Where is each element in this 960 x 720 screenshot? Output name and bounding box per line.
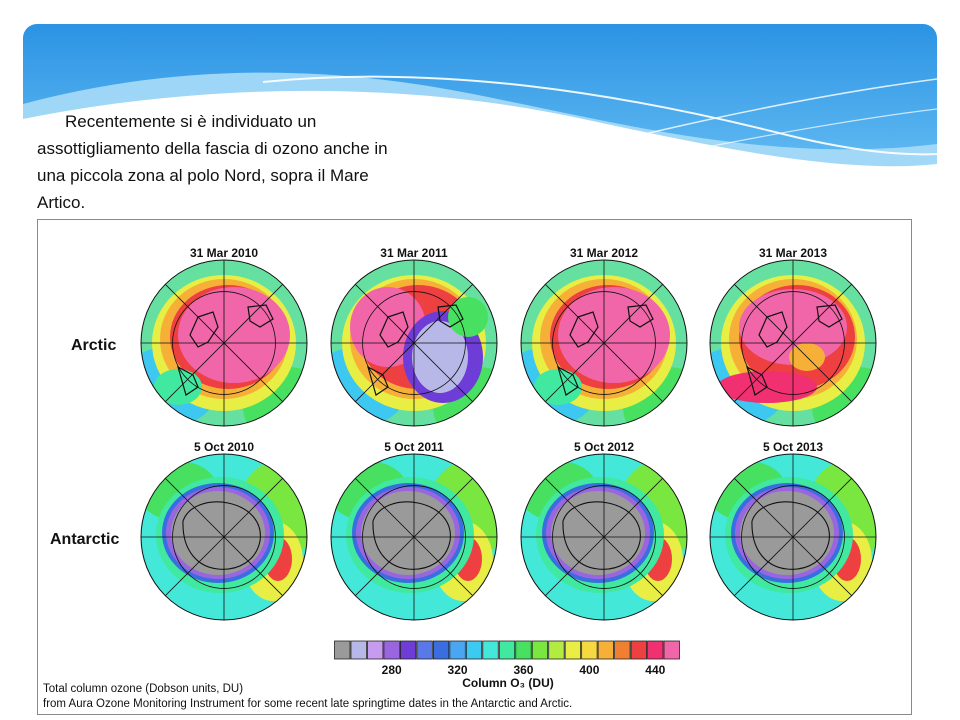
colorbar-swatch	[449, 640, 466, 660]
map-date-label: 31 Mar 2013	[758, 246, 828, 260]
wave-decoration	[23, 24, 937, 194]
credit-line-1: Total column ozone (Dobson units, DU)	[43, 683, 244, 695]
colorbar-swatch	[482, 640, 499, 660]
colorbar-tick-label: 320	[447, 663, 468, 677]
colorbar-swatch	[334, 640, 351, 660]
arctic-ozone-map	[709, 259, 877, 427]
antarctic-ozone-map	[140, 453, 308, 621]
colorbar-swatch	[432, 640, 450, 660]
colorbar-swatch	[630, 640, 647, 660]
figure-credit: Total column ozone (Dobson units, DU) fr…	[43, 682, 572, 712]
map-date-label: 5 Oct 2010	[193, 440, 255, 454]
slide-header-banner	[23, 24, 937, 194]
map-date-label: 31 Mar 2010	[189, 246, 259, 260]
colorbar-swatch	[515, 640, 532, 660]
colorbar-swatch	[548, 640, 565, 660]
colorbar-swatch	[614, 640, 631, 660]
colorbar-swatch	[465, 640, 483, 660]
colorbar-title: Column O₃ (DU)	[462, 676, 554, 690]
antarctic-ozone-map	[520, 453, 688, 621]
colorbar-swatch	[416, 640, 433, 660]
colorbar-swatch	[564, 640, 582, 660]
colorbar-tick-label: 280	[381, 663, 402, 677]
colorbar-swatch	[383, 640, 400, 660]
arctic-ozone-map	[330, 259, 498, 427]
intro-paragraph: Recentemente si è individuato un assotti…	[37, 112, 388, 212]
colorbar-swatch	[597, 640, 614, 660]
colorbar	[334, 640, 680, 660]
colorbar-swatch	[498, 640, 516, 660]
credit-line-2: from Aura Ozone Monitoring Instrument fo…	[43, 698, 573, 710]
colorbar-swatch	[350, 640, 367, 660]
colorbar-tick-label: 440	[645, 663, 666, 677]
colorbar-swatch	[647, 640, 664, 660]
map-date-label: 31 Mar 2011	[380, 246, 448, 260]
arctic-ozone-map	[140, 259, 308, 427]
colorbar-swatch	[663, 640, 680, 660]
colorbar-swatch	[581, 640, 598, 660]
colorbar-swatch	[531, 640, 549, 660]
row-label-arctic: Arctic	[71, 337, 117, 354]
colorbar-swatch	[367, 640, 384, 660]
map-date-label: 31 Mar 2012	[569, 246, 639, 260]
colorbar-tick-label: 400	[579, 663, 600, 677]
ozone-figure: Arctic Antarctic 31 Mar 2010 31 Mar 2011 3…	[37, 219, 912, 715]
antarctic-ozone-map	[709, 453, 877, 621]
arctic-ozone-map	[520, 259, 688, 427]
row-label-antarctic: Antarctic	[50, 531, 120, 548]
colorbar-swatch	[400, 640, 417, 660]
map-date-label: 5 Oct 2011	[384, 440, 444, 454]
map-date-label: 5 Oct 2012	[573, 440, 635, 454]
colorbar-tick-label: 360	[513, 663, 534, 677]
map-date-label: 5 Oct 2013	[762, 440, 824, 454]
antarctic-ozone-map	[330, 453, 498, 621]
